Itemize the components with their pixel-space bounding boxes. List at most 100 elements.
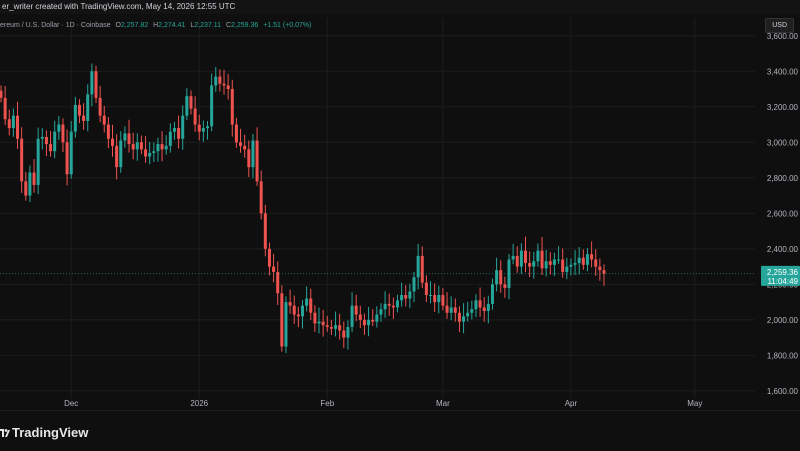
candle-body — [350, 305, 354, 327]
currency-button[interactable]: USD — [765, 18, 794, 33]
candle-body — [536, 250, 540, 262]
candle-body — [581, 257, 585, 265]
candle-body — [123, 133, 127, 141]
candle-body — [412, 277, 416, 292]
candle-body — [548, 261, 552, 265]
candle-body — [144, 149, 148, 157]
candle-body — [44, 136, 48, 145]
candle-body — [127, 133, 131, 145]
candle-body — [490, 284, 494, 304]
candle-body — [519, 250, 523, 267]
high-label: H — [153, 22, 159, 29]
time-axis: Dec 2026 Feb Mar Apr May — [64, 399, 702, 408]
candle-body — [131, 144, 135, 150]
price-tick-label: 1,600.00 — [767, 387, 799, 396]
caption-text: er_writer created with TradingView.com, … — [2, 2, 236, 11]
candle-body — [102, 115, 106, 125]
candle-body — [305, 298, 309, 306]
candle-body — [367, 319, 371, 326]
candle-body — [457, 312, 461, 322]
candle-body — [243, 145, 247, 150]
candle-body — [321, 321, 325, 326]
time-tick-label: Feb — [320, 399, 334, 408]
candle-body — [115, 145, 119, 168]
candle-body — [193, 108, 197, 125]
candle-body — [234, 124, 238, 143]
candle-body — [156, 144, 160, 152]
chart-grid — [0, 14, 800, 410]
candle-body — [532, 261, 536, 267]
price-tick-label: 3,000.00 — [767, 138, 799, 147]
candle-body — [329, 326, 333, 329]
candle-body — [106, 124, 110, 139]
candle-body — [383, 303, 387, 310]
candle-body — [395, 300, 399, 308]
candle-body — [94, 71, 98, 98]
candle-body — [206, 126, 209, 129]
candle-body — [445, 305, 449, 313]
candle-body — [429, 295, 433, 297]
footer-bar: TradingView — [0, 410, 800, 451]
candle-body — [61, 124, 65, 143]
symbol-label: ereum / U.S. Dollar · 1D · Coinbase — [0, 22, 111, 29]
price-chart[interactable]: 3,600.00 3,400.00 3,200.00 3,000.00 2,800.00… — [0, 14, 800, 410]
candle-body — [222, 83, 226, 86]
candle-body — [433, 295, 437, 303]
candle-body — [214, 76, 218, 86]
candle-body — [565, 266, 569, 272]
candle-body — [139, 142, 143, 150]
candle-body — [69, 131, 73, 175]
candle-body — [507, 259, 511, 288]
candle-body — [499, 270, 503, 285]
candle-body — [247, 149, 251, 168]
candle-body — [288, 302, 292, 306]
time-tick-label: Apr — [565, 399, 578, 408]
candle-body — [598, 266, 602, 271]
candle-body — [338, 325, 342, 331]
candle-body — [569, 264, 573, 267]
candle-body — [7, 119, 11, 129]
candle-body — [453, 307, 457, 313]
candle-body — [466, 312, 470, 317]
candle-body — [482, 307, 486, 311]
candle-body — [313, 312, 317, 324]
candle-body — [590, 254, 594, 260]
candle-body — [486, 303, 490, 311]
candle-body — [594, 259, 598, 267]
time-tick-label: Dec — [64, 399, 78, 408]
candle-body — [185, 96, 189, 116]
candle-body — [524, 250, 528, 264]
candle-body — [16, 115, 20, 139]
candle-body — [346, 326, 350, 338]
candle-body — [470, 309, 474, 313]
candle-body — [152, 151, 156, 153]
candle-body — [73, 105, 77, 132]
candle-body — [168, 131, 172, 146]
candle-body — [36, 138, 40, 185]
tradingview-logo[interactable]: TradingView — [0, 425, 88, 440]
candle-body — [404, 295, 408, 299]
candle-body — [49, 144, 53, 152]
candle-body — [40, 136, 44, 139]
candle-body — [160, 144, 164, 150]
candle-body — [276, 271, 280, 294]
candle-body — [98, 97, 102, 116]
candle-body — [148, 152, 152, 157]
low-label: L — [190, 22, 195, 29]
candle-body — [449, 307, 453, 313]
candle-body — [437, 295, 441, 303]
candle-body — [189, 96, 193, 109]
candle-body — [325, 325, 329, 327]
low-value: 2,237.11 — [194, 22, 221, 29]
candle-body — [408, 291, 412, 299]
last-price-label: 2,259.36 — [767, 268, 799, 277]
candle-body — [528, 263, 532, 267]
price-tick-label: 1,800.00 — [767, 351, 799, 360]
candle-body — [77, 105, 81, 116]
candle-body — [284, 302, 288, 347]
candle-body — [379, 309, 383, 315]
caption-bar: er_writer created with TradingView.com, … — [0, 0, 800, 14]
candle-body — [424, 282, 428, 296]
